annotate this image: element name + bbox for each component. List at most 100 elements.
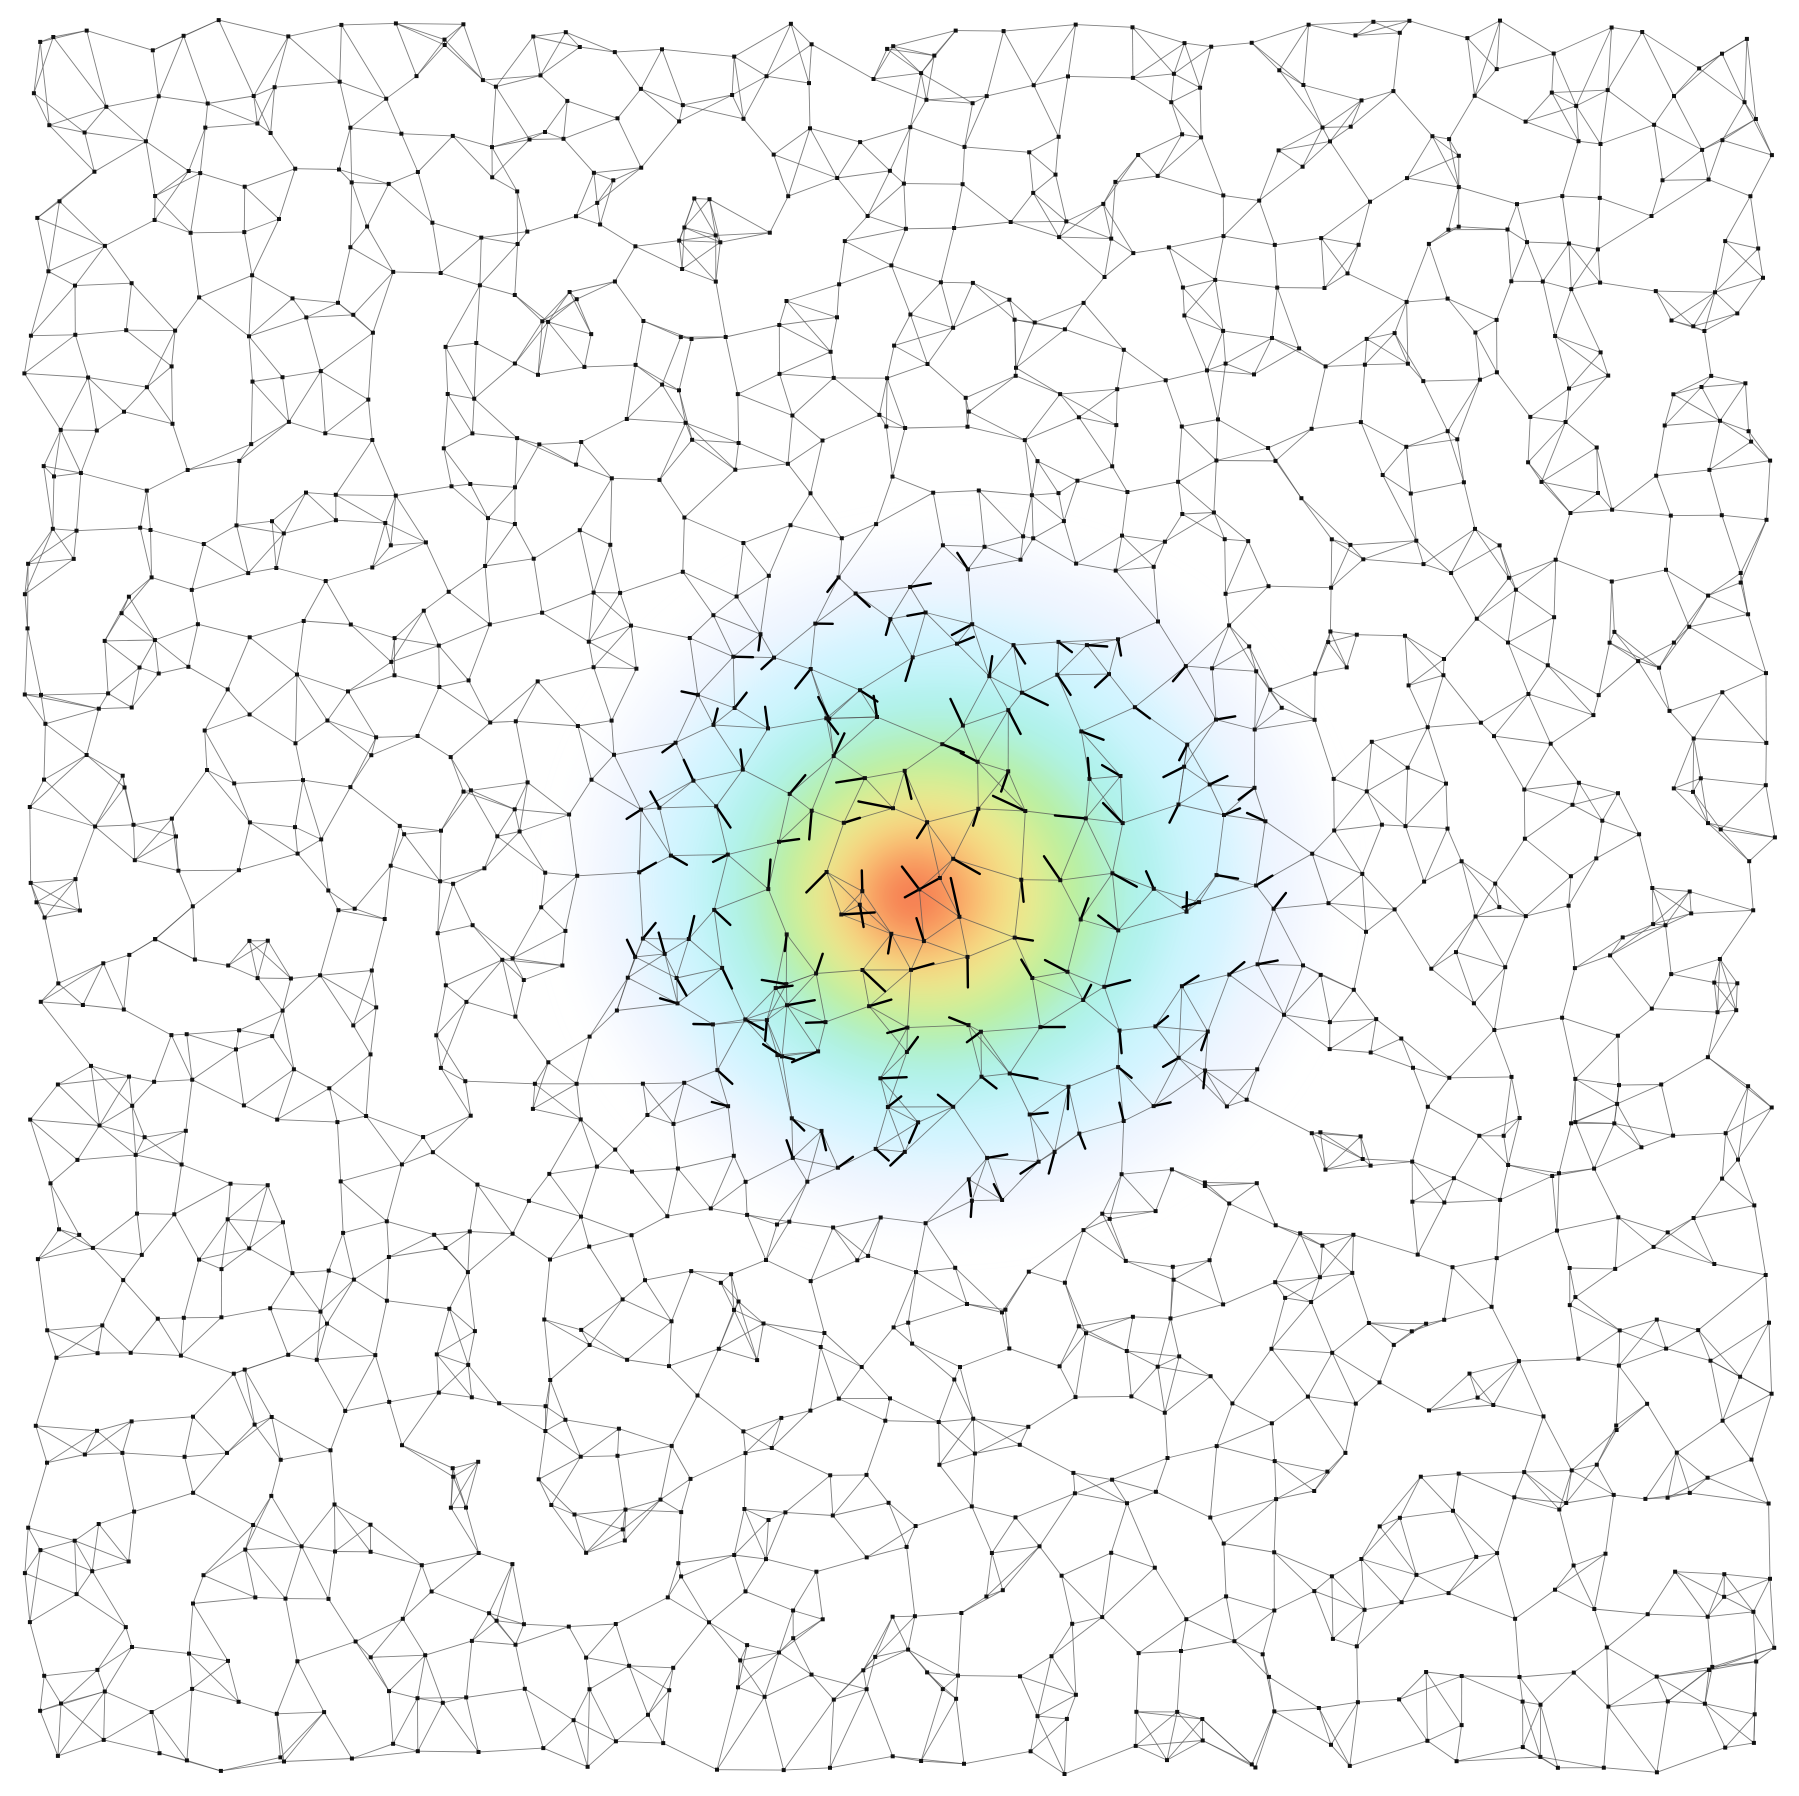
graph-edge	[1153, 888, 1200, 903]
graph-edge	[1527, 693, 1552, 744]
graph-edge	[36, 217, 49, 272]
graph-node	[1446, 1591, 1451, 1596]
graph-node	[1746, 612, 1751, 617]
graph-edge	[1123, 349, 1166, 381]
graph-edge	[691, 1270, 732, 1275]
graph-node	[813, 621, 818, 626]
graph-edge	[832, 1502, 889, 1516]
graph-edge	[825, 1005, 870, 1023]
graph-edge	[625, 1499, 661, 1511]
graph-edge	[278, 168, 296, 220]
graph-edge	[431, 222, 442, 274]
graph-node	[732, 1307, 736, 1312]
graph-edge	[580, 418, 628, 443]
graph-edge	[1321, 237, 1359, 246]
graph-node	[775, 1053, 780, 1058]
graph-edge	[1607, 31, 1643, 91]
graph-edge	[435, 1001, 467, 1036]
graph-edge	[1392, 32, 1401, 92]
graph-node	[1751, 1609, 1756, 1614]
graph-node	[301, 619, 306, 623]
graph-node	[72, 1538, 77, 1543]
graph-node	[587, 1034, 592, 1039]
graph-node	[90, 1245, 95, 1250]
graph-edge	[1302, 141, 1331, 168]
graph-edge	[437, 933, 447, 986]
graph-node	[972, 1451, 977, 1456]
graph-edge	[1177, 481, 1183, 515]
graph-edge	[1064, 1282, 1080, 1327]
graph-edge	[442, 1702, 479, 1753]
graph-edge	[40, 692, 109, 696]
graph-edge	[30, 285, 76, 336]
graph-edge	[875, 492, 934, 525]
graph-edge	[390, 865, 441, 882]
graph-edge	[1031, 494, 1065, 522]
graph-edge	[1496, 1230, 1558, 1259]
graph-edge	[390, 610, 425, 663]
graph-edge	[320, 1270, 330, 1312]
graph-node	[771, 152, 776, 157]
graph-edge	[611, 668, 637, 721]
graph-node	[277, 217, 281, 221]
graph-edge	[660, 1499, 682, 1513]
graph-edge	[136, 1213, 143, 1255]
graph-edge	[207, 95, 254, 104]
graph-node	[587, 1244, 592, 1249]
graph-edge	[180, 1317, 185, 1356]
graph-edge	[668, 1348, 719, 1367]
graph-edge	[154, 195, 156, 221]
graph-edge	[1496, 281, 1512, 321]
graph-node	[268, 131, 273, 135]
graph-edge	[528, 1173, 550, 1202]
graph-edge	[1494, 883, 1527, 917]
graph-edge	[439, 679, 469, 688]
graph-edge	[529, 131, 546, 140]
graph-edge	[1523, 1471, 1560, 1510]
graph-edge	[1216, 447, 1269, 461]
graph-node	[853, 591, 858, 596]
graph-edge	[1662, 149, 1703, 181]
graph-node	[1037, 1544, 1042, 1549]
graph-edge	[564, 875, 578, 931]
graph-node	[567, 290, 572, 294]
graph-edge	[57, 1703, 62, 1756]
graph-node	[566, 1624, 571, 1629]
graph-node	[1615, 1101, 1620, 1106]
graph-node	[472, 1329, 477, 1334]
graph-edge	[1609, 955, 1653, 1009]
graph-node	[388, 543, 393, 548]
graph-edge	[1503, 1135, 1509, 1166]
graph-edge	[1736, 277, 1764, 314]
graph-edge	[585, 1529, 624, 1554]
graph-node	[1501, 1133, 1506, 1138]
graph-edge	[1519, 1672, 1574, 1678]
graph-edge	[330, 1410, 346, 1451]
graph-node	[966, 1177, 971, 1182]
displacement-arrow	[1097, 914, 1120, 932]
graph-edge	[659, 479, 685, 518]
graph-edge	[907, 1024, 969, 1029]
graph-edge	[1524, 838, 1572, 877]
graph-node	[1079, 729, 1084, 734]
graph-edge	[588, 1246, 623, 1300]
graph-edge	[1003, 24, 1076, 32]
graph-edge	[106, 95, 159, 108]
graph-edge	[514, 321, 549, 364]
graph-edge	[1366, 332, 1395, 340]
graph-edge	[244, 1549, 286, 1599]
graph-edge	[516, 437, 540, 445]
graph-edge	[1121, 1168, 1172, 1175]
graph-node	[531, 556, 536, 561]
graph-edge	[964, 95, 988, 148]
graph-edge	[43, 779, 96, 827]
graph-node	[574, 297, 579, 302]
graph-node	[337, 79, 342, 84]
graph-edge	[371, 735, 418, 756]
graph-edge	[861, 890, 892, 935]
graph-node	[598, 222, 603, 227]
graph-edge	[295, 168, 340, 170]
graph-edge	[488, 1612, 525, 1625]
graph-node	[1571, 1563, 1576, 1568]
graph-edge	[1671, 973, 1715, 984]
